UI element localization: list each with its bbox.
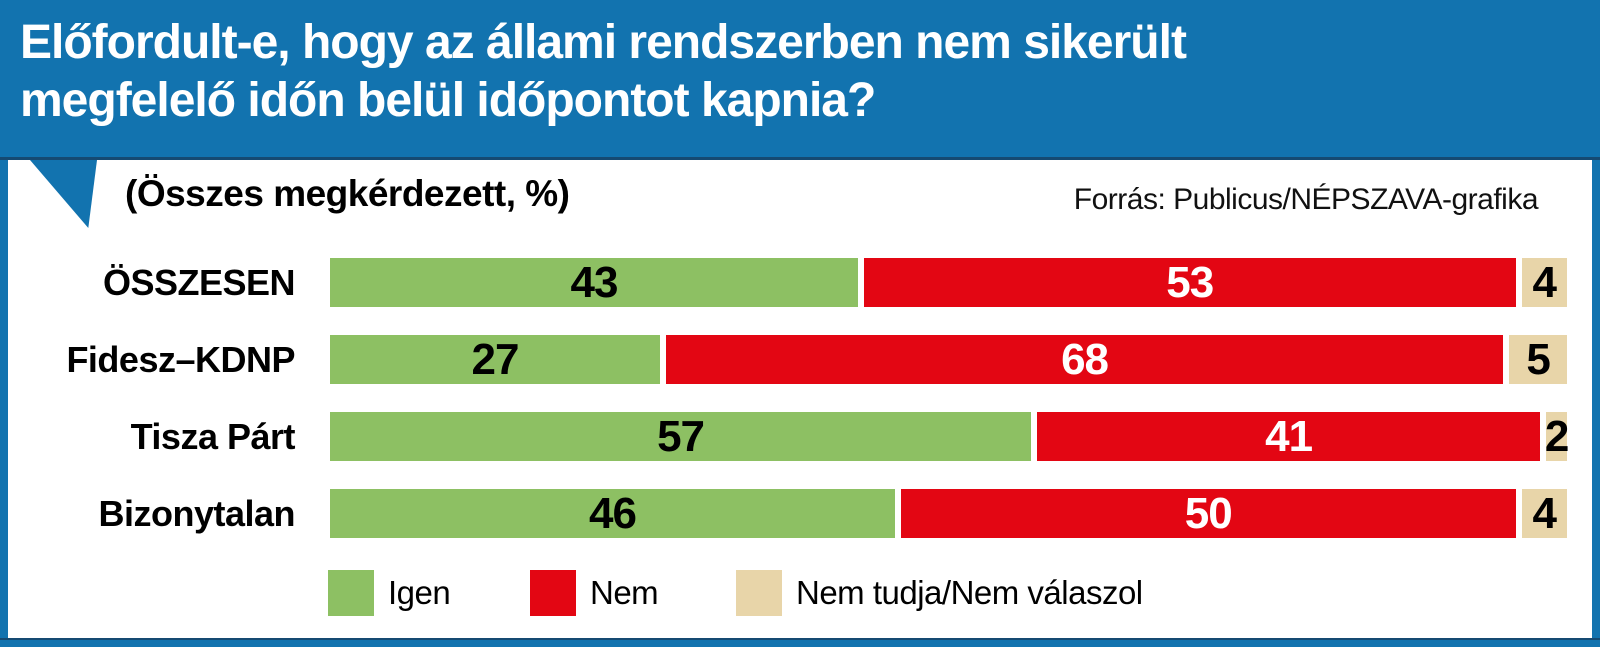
chart-title-line-2: megfelelő időn belül időpontot kapnia? <box>20 74 876 127</box>
bar-segment-igen: 27 <box>330 335 660 384</box>
legend-label: Nem tudja/Nem válaszol <box>796 574 1143 611</box>
legend-item-nem-tudja-nem-v-laszol: Nem tudja/Nem válaszol <box>736 570 1143 616</box>
legend-swatch <box>530 570 576 616</box>
speech-bubble-tail <box>30 160 97 228</box>
bar-segment-nem: 41 <box>1037 412 1541 461</box>
category-label: ÖSSZESEN <box>102 262 296 303</box>
frame-border-left <box>0 160 8 647</box>
bar-segment-igen: 57 <box>330 412 1032 461</box>
value-label: 53 <box>1166 258 1214 307</box>
bar-track: 43 53 4 <box>330 258 1567 307</box>
bar-segment-igen: 43 <box>330 258 858 307</box>
legend-swatch <box>736 570 782 616</box>
chart-row-sszesen: ÖSSZESEN 43 53 4 <box>0 258 1600 307</box>
bar-segment-nem-tudja-nem-v-laszol: 4 <box>1521 258 1567 307</box>
value-label: 68 <box>1061 335 1109 384</box>
legend-item-igen: Igen <box>328 570 451 616</box>
chart-row-fidesz-kdnp: Fidesz–KDNP 27 68 5 <box>0 335 1600 384</box>
chart-subtitle: (Összes megkérdezett, %) <box>125 173 570 214</box>
bar-track: 27 68 5 <box>330 335 1567 384</box>
chart-row-tisza-p-rt: Tisza Párt 57 41 2 <box>0 412 1600 461</box>
value-label: 46 <box>589 489 637 538</box>
legend-swatch <box>328 570 374 616</box>
value-label: 4 <box>1532 489 1558 538</box>
value-label: 43 <box>570 258 618 307</box>
category-label: Fidesz–KDNP <box>66 339 295 380</box>
legend: Igen Nem Nem tudja/Nem válaszol <box>0 570 1600 616</box>
frame-border-bottom <box>0 638 1600 647</box>
bar-segment-nem: 50 <box>901 489 1516 538</box>
legend-label: Nem <box>590 574 659 611</box>
chart-row-bizonytalan: Bizonytalan 46 50 4 <box>0 489 1600 538</box>
bar-track: 46 50 4 <box>330 489 1567 538</box>
chart-title-line-1: Előfordult-e, hogy az állami rendszerben… <box>20 16 1187 69</box>
frame-border-right <box>1592 160 1600 647</box>
value-label: 50 <box>1184 489 1233 538</box>
bar-track: 57 41 2 <box>330 412 1570 461</box>
legend-label: Igen <box>388 574 451 611</box>
value-label: 57 <box>657 412 705 461</box>
value-label: 2 <box>1544 412 1570 461</box>
bar-segment-nem-tudja-nem-v-laszol: 2 <box>1544 412 1570 461</box>
bar-segment-nem: 53 <box>863 258 1516 307</box>
source-credit: Forrás: Publicus/NÉPSZAVA-grafika <box>1073 183 1539 216</box>
category-label: Bizonytalan <box>98 493 295 534</box>
header: Előfordult-e, hogy az állami rendszerben… <box>0 0 1600 160</box>
legend-item-nem: Nem <box>530 570 659 616</box>
category-label: Tisza Párt <box>130 416 296 457</box>
value-label: 4 <box>1532 258 1558 307</box>
bar-segment-nem-tudja-nem-v-laszol: 5 <box>1509 335 1567 384</box>
value-label: 5 <box>1526 335 1551 384</box>
value-label: 41 <box>1265 412 1313 461</box>
value-label: 27 <box>471 335 520 384</box>
bar-segment-nem-tudja-nem-v-laszol: 4 <box>1521 489 1567 538</box>
bar-segment-nem: 68 <box>665 335 1504 384</box>
bar-segment-igen: 46 <box>330 489 896 538</box>
